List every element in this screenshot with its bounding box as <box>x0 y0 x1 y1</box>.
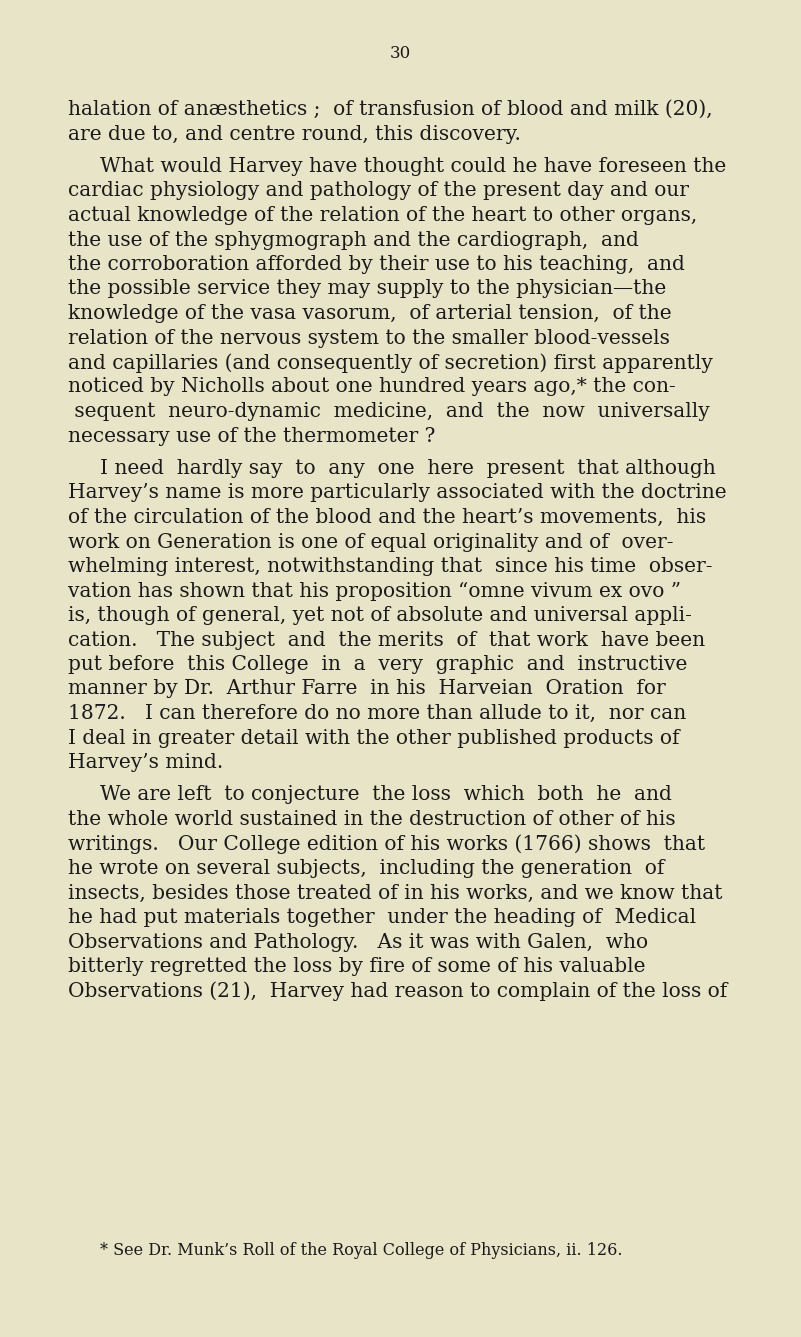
Text: are due to, and centre round, this discovery.: are due to, and centre round, this disco… <box>68 124 521 143</box>
Text: vation has shown that his proposition “omne vivum ex ovo ”: vation has shown that his proposition “o… <box>68 582 681 600</box>
Text: the corroboration afforded by their use to his teaching,  and: the corroboration afforded by their use … <box>68 255 685 274</box>
Text: whelming interest, notwithstanding that  since his time  obser-: whelming interest, notwithstanding that … <box>68 558 713 576</box>
Text: sequent  neuro-dynamic  medicine,  and  the  now  universally: sequent neuro-dynamic medicine, and the … <box>68 402 710 421</box>
Text: Observations and Pathology.   As it was with Galen,  who: Observations and Pathology. As it was wi… <box>68 932 648 952</box>
Text: halation of anæsthetics ;  of transfusion of blood and milk (20),: halation of anæsthetics ; of transfusion… <box>68 100 713 119</box>
Text: relation of the nervous system to the smaller blood-vessels: relation of the nervous system to the sm… <box>68 329 670 348</box>
Text: cation.   The subject  and  the merits  of  that work  have been: cation. The subject and the merits of th… <box>68 631 705 650</box>
Text: knowledge of the vasa vasorum,  of arterial tension,  of the: knowledge of the vasa vasorum, of arteri… <box>68 303 671 324</box>
Text: 1872.   I can therefore do no more than allude to it,  nor can: 1872. I can therefore do no more than al… <box>68 705 686 723</box>
Text: work on Generation is one of equal originality and of  over-: work on Generation is one of equal origi… <box>68 532 674 551</box>
Text: he had put materials together  under the heading of  Medical: he had put materials together under the … <box>68 908 696 927</box>
Text: Observations (21),  Harvey had reason to complain of the loss of: Observations (21), Harvey had reason to … <box>68 981 727 1001</box>
Text: * See Dr. Munk’s Roll of the Royal College of Physicians, ii. 126.: * See Dr. Munk’s Roll of the Royal Colle… <box>100 1242 622 1259</box>
Text: noticed by Nicholls about one hundred years ago,* the con-: noticed by Nicholls about one hundred ye… <box>68 377 676 397</box>
Text: is, though of general, yet not of absolute and universal appli-: is, though of general, yet not of absolu… <box>68 606 692 624</box>
Text: the use of the sphygmograph and the cardiograph,  and: the use of the sphygmograph and the card… <box>68 230 639 250</box>
Text: of the circulation of the blood and the heart’s movements,  his: of the circulation of the blood and the … <box>68 508 706 527</box>
Text: What would Harvey have thought could he have foreseen the: What would Harvey have thought could he … <box>100 156 727 176</box>
Text: he wrote on several subjects,  including the generation  of: he wrote on several subjects, including … <box>68 858 664 878</box>
Text: I need  hardly say  to  any  one  here  present  that although: I need hardly say to any one here presen… <box>100 459 716 479</box>
Text: insects, besides those treated of in his works, and we know that: insects, besides those treated of in his… <box>68 884 723 902</box>
Text: Harvey’s name is more particularly associated with the doctrine: Harvey’s name is more particularly assoc… <box>68 484 727 503</box>
Text: necessary use of the thermometer ?: necessary use of the thermometer ? <box>68 427 436 445</box>
Text: cardiac physiology and pathology of the present day and our: cardiac physiology and pathology of the … <box>68 182 689 201</box>
Text: Harvey’s mind.: Harvey’s mind. <box>68 753 223 771</box>
Text: We are left  to conjecture  the loss  which  both  he  and: We are left to conjecture the loss which… <box>100 786 672 805</box>
Text: actual knowledge of the relation of the heart to other organs,: actual knowledge of the relation of the … <box>68 206 697 225</box>
Text: the possible service they may supply to the physician—the: the possible service they may supply to … <box>68 279 666 298</box>
Text: bitterly regretted the loss by fire of some of his valuable: bitterly regretted the loss by fire of s… <box>68 957 646 976</box>
Text: manner by Dr.  Arthur Farre  in his  Harveian  Oration  for: manner by Dr. Arthur Farre in his Harvei… <box>68 679 666 698</box>
Text: and capillaries (and consequently of secretion) first apparently: and capillaries (and consequently of sec… <box>68 353 713 373</box>
Text: the whole world sustained in the destruction of other of his: the whole world sustained in the destruc… <box>68 810 675 829</box>
Text: I deal in greater detail with the other published products of: I deal in greater detail with the other … <box>68 729 679 747</box>
Text: writings.   Our College edition of his works (1766) shows  that: writings. Our College edition of his wor… <box>68 834 705 854</box>
Text: put before  this College  in  a  very  graphic  and  instructive: put before this College in a very graphi… <box>68 655 687 674</box>
Text: 30: 30 <box>390 45 411 62</box>
